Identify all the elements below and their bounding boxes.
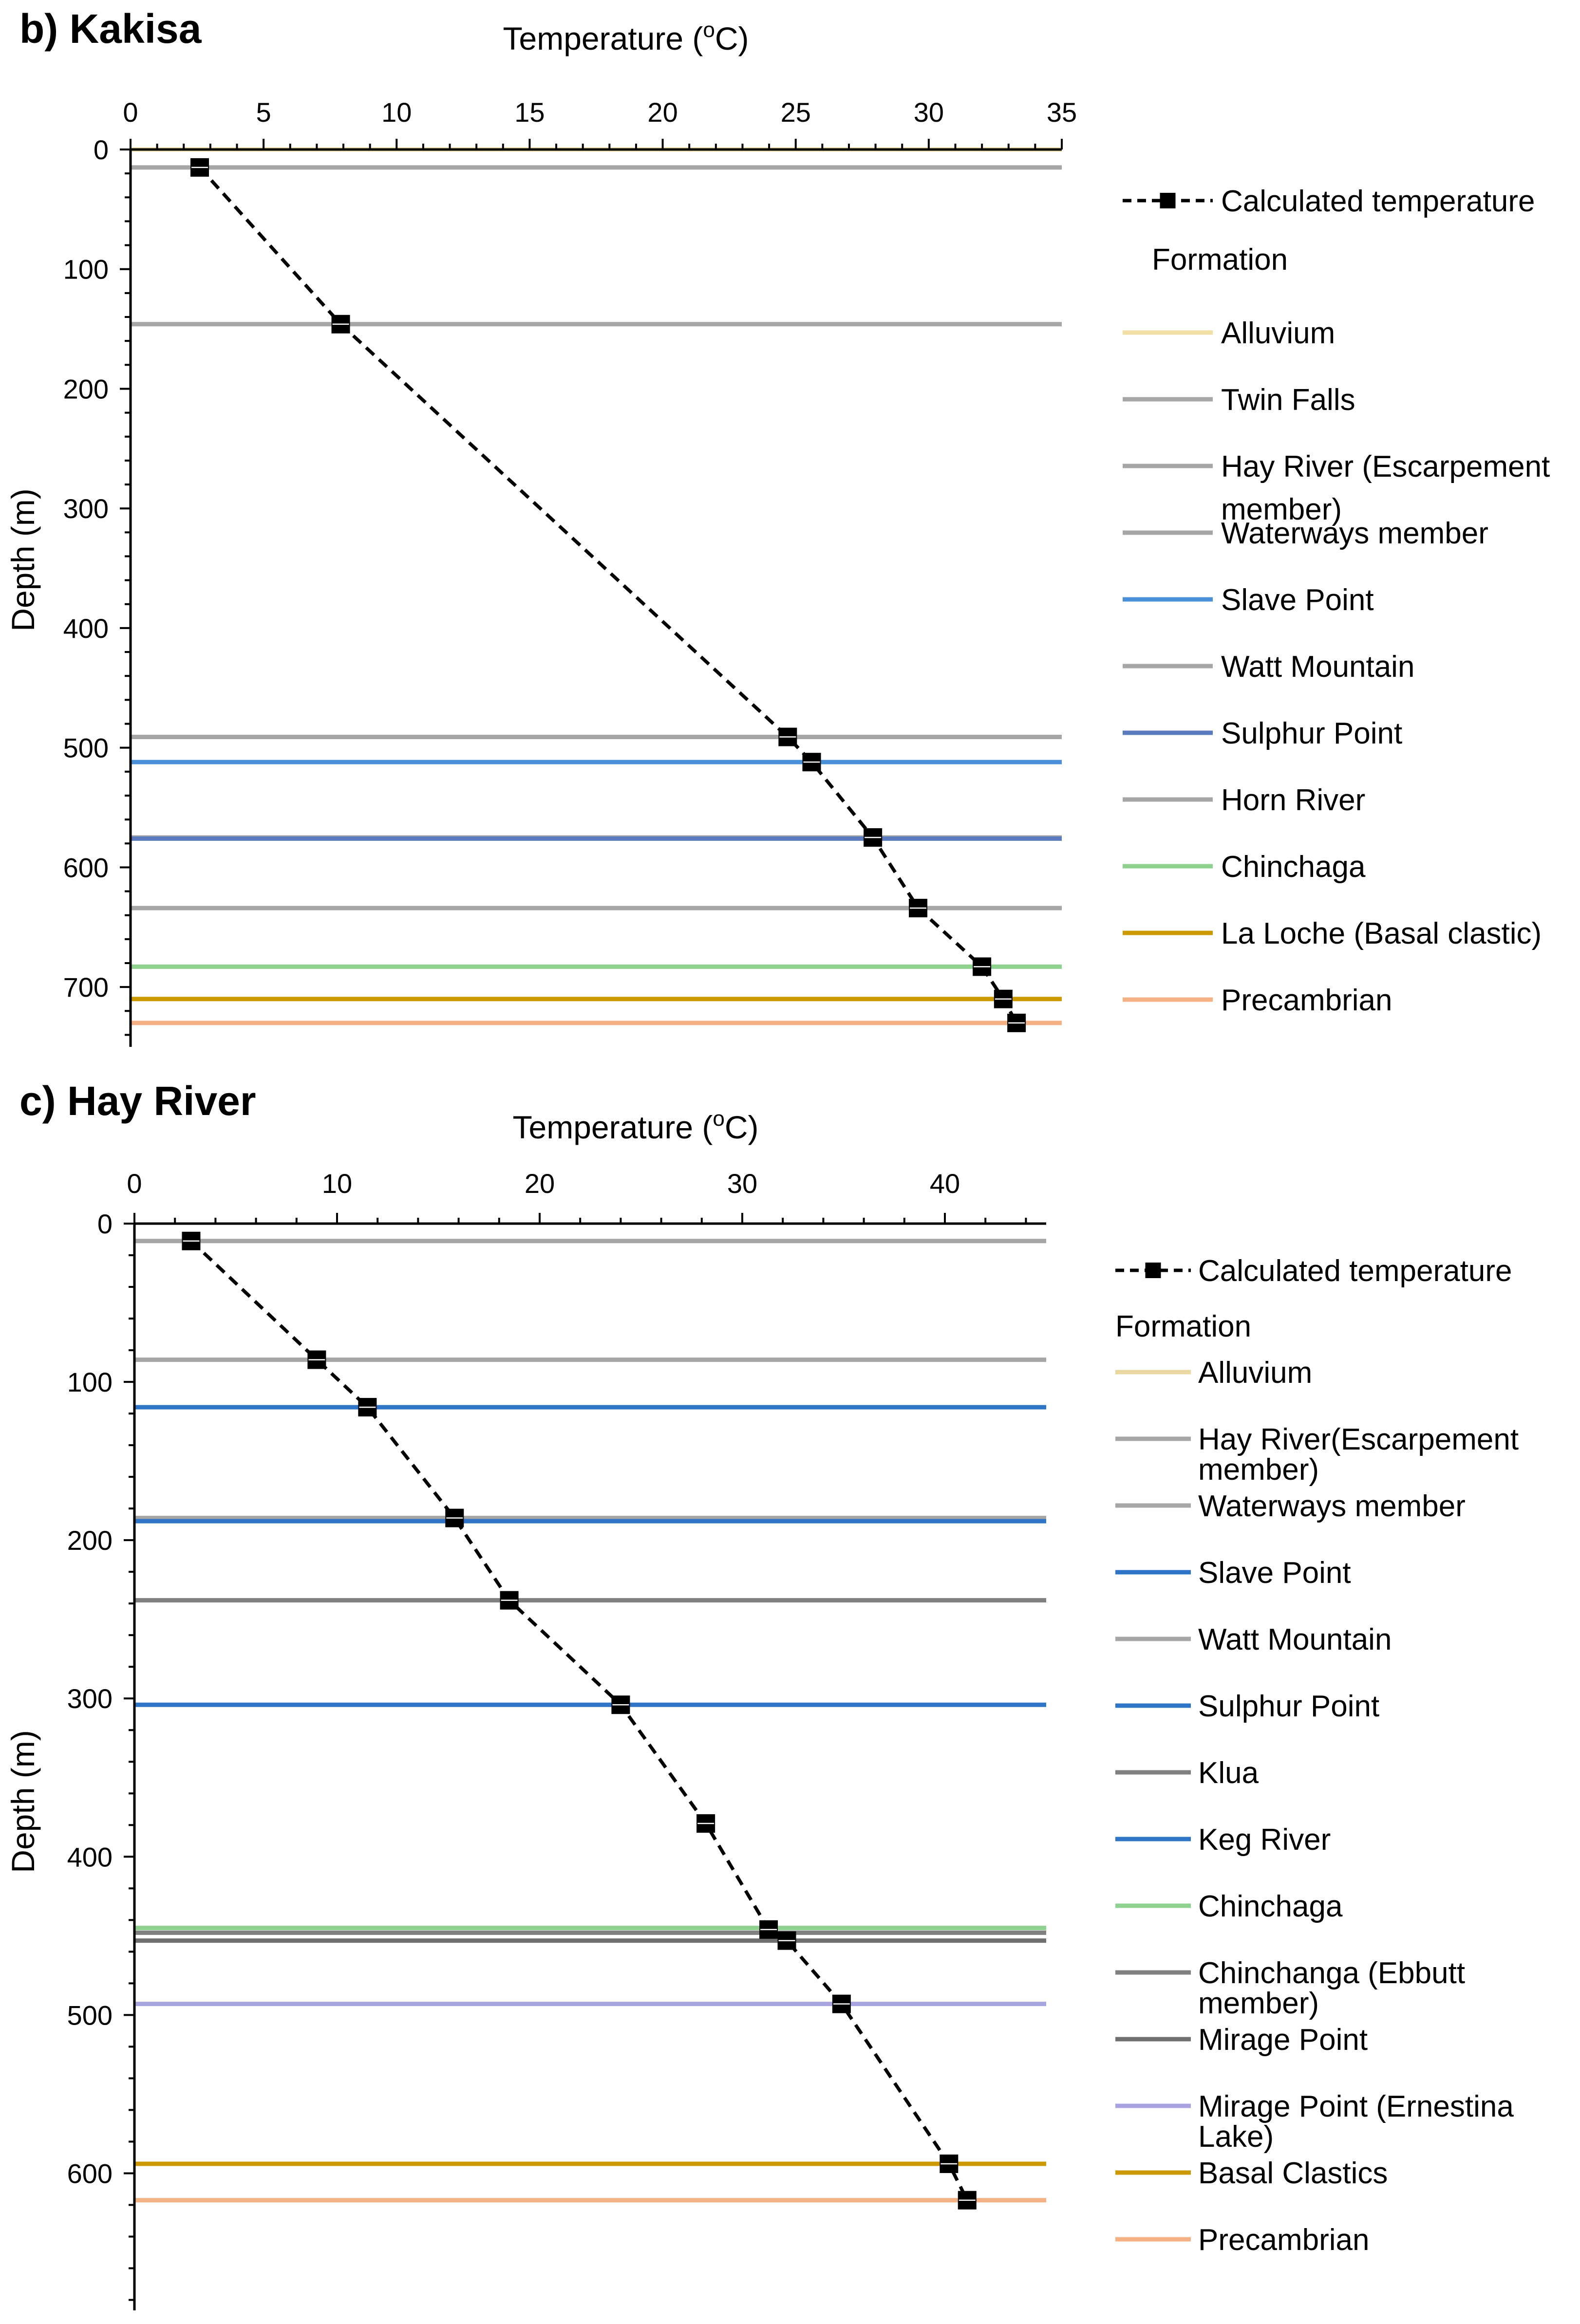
- kakisa-legend-label-5: Watt Mountain: [1221, 650, 1414, 684]
- kakisa-x-tick-label: 15: [514, 97, 545, 128]
- hay-river-legend-curve-label: Calculated temperature: [1198, 1254, 1512, 1288]
- hay-river-legend-label-6: Klua: [1198, 1756, 1259, 1790]
- hay-river-legend-label-0: Alluvium: [1198, 1356, 1312, 1390]
- hay-river-y-tick-label: 600: [67, 2158, 113, 2189]
- kakisa-y-tick-label: 700: [63, 972, 109, 1003]
- kakisa-x-tick-label: 5: [256, 97, 271, 128]
- kakisa-x-tick-label: 25: [781, 97, 811, 128]
- kakisa-y-tick-label: 0: [94, 134, 109, 165]
- hay-river-legend-label-1-cont: member): [1198, 1453, 1319, 1487]
- hay-river-y-tick-label: 100: [67, 1367, 113, 1397]
- hay-river-legend-label-10: Mirage Point: [1198, 2023, 1368, 2057]
- kakisa-panel-title: b) Kakisa: [19, 6, 202, 52]
- kakisa-legend-formation-header: Formation: [1152, 243, 1288, 277]
- kakisa-legend-label-0: Alluvium: [1221, 316, 1335, 350]
- kakisa-legend-label-2: Hay River (Escarpement: [1221, 450, 1550, 483]
- kakisa-y-tick-label: 500: [63, 733, 109, 763]
- hay-river-legend-label-9: Chinchanga (Ebbutt: [1198, 1956, 1465, 1990]
- kakisa-y-tick-label: 100: [63, 254, 109, 285]
- hay-river-legend-label-12: Basal Clastics: [1198, 2157, 1388, 2190]
- hay-river-x-tick-label: 10: [322, 1168, 352, 1199]
- kakisa-x-axis-title: Temperature (oC): [503, 18, 749, 56]
- hay-river-legend-label-8: Chinchaga: [1198, 1890, 1343, 1923]
- hay-river-y-axis-title: Depth (m): [5, 1730, 41, 1873]
- kakisa-legend-label-8: Chinchaga: [1221, 850, 1366, 884]
- hay-river-legend-label-11: Mirage Point (Ernestina: [1198, 2090, 1514, 2123]
- hay-river-x-tick-label: 40: [930, 1168, 960, 1199]
- hay-river-legend-label-11-cont: Lake): [1198, 2120, 1274, 2154]
- kakisa-legend-label-6: Sulphur Point: [1221, 717, 1402, 750]
- kakisa-y-tick-label: 600: [63, 852, 109, 883]
- kakisa-legend-marker-swatch: [1160, 193, 1176, 208]
- hay-river-legend-label-2: Waterways member: [1198, 1489, 1466, 1523]
- kakisa-legend-label-3: Waterways member: [1221, 517, 1488, 550]
- hay-river-x-tick-label: 20: [525, 1168, 555, 1199]
- hay-river-y-tick-label: 300: [67, 1683, 113, 1714]
- hay-river-legend-label-1: Hay River(Escarpement: [1198, 1423, 1519, 1456]
- kakisa-x-tick-label: 20: [647, 97, 677, 128]
- hay-river-legend-label-13: Precambrian: [1198, 2223, 1369, 2257]
- kakisa-legend-label-2-cont: member): [1221, 493, 1342, 526]
- kakisa-legend-label-9: La Loche (Basal clastic): [1221, 917, 1542, 950]
- kakisa-y-tick-label: 200: [63, 373, 109, 404]
- kakisa-y-axis-title: Depth (m): [5, 488, 41, 631]
- kakisa-legend-label-4: Slave Point: [1221, 583, 1374, 617]
- panel-hay-river: c) Hay River Temperature (oC) Depth (m) 0 10…: [5, 1078, 1519, 2310]
- hay-river-y-tick-label: 200: [67, 1525, 113, 1556]
- hay-river-legend-label-9-cont: member): [1198, 1987, 1319, 2020]
- hay-river-legend-formation-header: Formation: [1115, 1310, 1251, 1343]
- hay-river-y-tick-label: 0: [97, 1208, 113, 1239]
- hay-river-x-axis-title: Temperature (oC): [513, 1107, 759, 1145]
- hay-river-legend-label-4: Watt Mountain: [1198, 1623, 1392, 1656]
- hay-river-legend-label-5: Sulphur Point: [1198, 1690, 1379, 1723]
- hay-river-x-tick-label: 0: [127, 1168, 142, 1199]
- kakisa-x-tick-label: 0: [123, 97, 138, 128]
- kakisa-x-tick-label: 35: [1047, 97, 1077, 128]
- hay-river-legend-marker-swatch: [1145, 1263, 1161, 1278]
- kakisa-x-tick-label: 30: [914, 97, 944, 128]
- kakisa-y-tick-label: 300: [63, 493, 109, 524]
- kakisa-legend-label-10: Precambrian: [1221, 984, 1392, 1017]
- hay-river-legend-label-7: Keg River: [1198, 1823, 1331, 1857]
- panel-kakisa: b) Kakisa Temperature (oC) Depth (m) 0 5 10 15…: [5, 6, 1550, 1047]
- kakisa-legend-curve-label: Calculated temperature: [1221, 185, 1535, 218]
- hay-river-panel-title: c) Hay River: [19, 1078, 256, 1124]
- kakisa-legend-label-1: Twin Falls: [1221, 383, 1355, 417]
- hay-river-y-tick-label: 500: [67, 2000, 113, 2030]
- hay-river-y-tick-label: 400: [67, 1841, 113, 1872]
- kakisa-y-tick-label: 400: [63, 613, 109, 644]
- hay-river-x-tick-label: 30: [727, 1168, 757, 1199]
- kakisa-legend-label-7: Horn River: [1221, 783, 1365, 817]
- kakisa-x-tick-label: 10: [381, 97, 412, 128]
- hay-river-legend-label-3: Slave Point: [1198, 1556, 1351, 1590]
